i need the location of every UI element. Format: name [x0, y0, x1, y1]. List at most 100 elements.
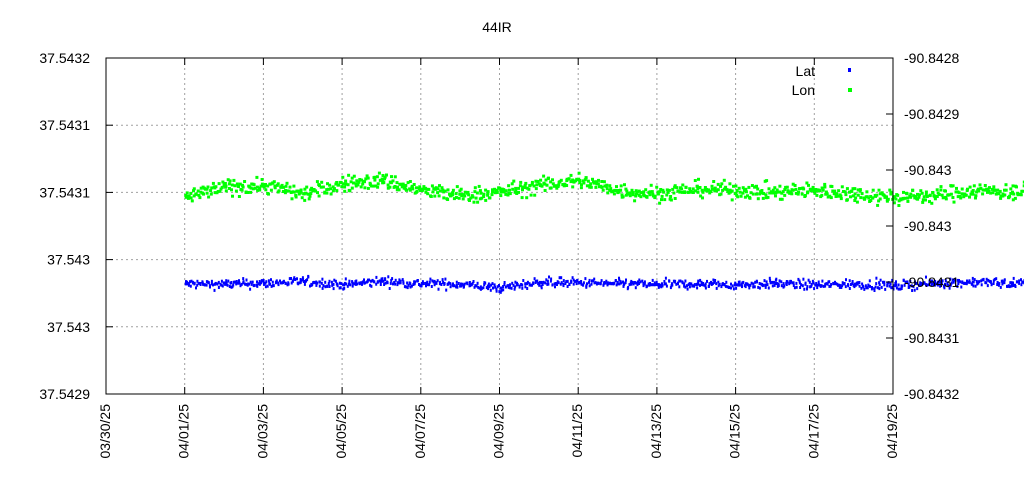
data-point-lon — [452, 197, 456, 201]
data-point-lat — [445, 288, 448, 292]
data-point-lon — [830, 185, 834, 188]
data-point-lat — [828, 280, 831, 284]
data-point-lon — [454, 192, 458, 196]
data-point-lat — [691, 284, 694, 288]
data-point-lon — [415, 190, 419, 193]
data-point-lon — [985, 187, 989, 191]
data-point-lat — [757, 285, 760, 289]
data-point-lon — [639, 191, 643, 195]
data-point-lon — [417, 187, 421, 190]
data-point-lon — [928, 200, 931, 204]
data-point-lat — [829, 284, 832, 288]
data-point-lat — [641, 279, 644, 283]
data-point-lat — [399, 279, 402, 283]
data-point-lon — [972, 184, 976, 188]
data-point-lat — [478, 286, 481, 290]
data-point-lon — [844, 193, 848, 197]
data-point-lat — [373, 280, 376, 284]
data-point-lon — [385, 173, 388, 177]
data-point-lat — [221, 284, 224, 288]
y2-tick-label: -90.8428 — [904, 50, 959, 66]
data-point-lon — [894, 197, 898, 201]
data-point-lat — [498, 284, 500, 287]
data-point-lat — [958, 279, 960, 282]
data-point-lat — [675, 282, 678, 286]
data-point-lon — [415, 186, 418, 190]
data-point-lat — [633, 281, 636, 284]
data-point-lon — [990, 187, 994, 191]
data-point-lat — [463, 282, 466, 286]
data-point-lat — [902, 278, 905, 282]
data-point-lat — [187, 282, 190, 286]
data-point-lat — [507, 285, 510, 289]
data-point-lon — [309, 188, 313, 192]
data-point-lat — [440, 283, 443, 286]
data-point-lon — [202, 192, 205, 196]
data-point-lat — [813, 287, 816, 291]
data-point-lat — [653, 281, 656, 285]
data-point-lon — [363, 186, 367, 190]
data-point-lon — [287, 189, 291, 193]
data-point-lon — [665, 188, 669, 192]
data-point-lat — [992, 282, 995, 285]
data-point-lon — [203, 187, 207, 191]
data-point-lat — [1022, 280, 1024, 284]
data-point-lat — [988, 279, 991, 283]
data-point-lat — [306, 278, 309, 282]
data-point-lon — [851, 187, 855, 191]
data-point-lat — [773, 283, 776, 287]
data-point-lon — [628, 191, 632, 195]
data-point-lon — [373, 175, 377, 179]
data-point-lat — [296, 277, 298, 281]
data-point-lat — [948, 286, 951, 290]
data-point-lon — [281, 190, 285, 193]
data-point-lon — [957, 191, 961, 195]
data-point-lat — [862, 284, 864, 288]
gridlines — [106, 58, 893, 394]
data-point-lon — [764, 196, 768, 200]
data-point-lon — [1016, 193, 1020, 197]
data-point-lon — [420, 189, 424, 192]
data-point-lat — [375, 275, 378, 279]
data-point-lon — [833, 189, 837, 193]
data-point-lon — [983, 184, 987, 187]
data-point-lat — [351, 281, 354, 285]
data-point-lat — [242, 277, 245, 281]
data-point-lat — [735, 286, 738, 290]
data-point-lat — [851, 280, 854, 283]
data-point-lat — [431, 279, 434, 283]
data-point-lat — [351, 284, 354, 288]
data-point-lon — [499, 188, 503, 192]
data-point-lat — [749, 283, 752, 287]
data-point-lat — [764, 285, 767, 289]
data-point-lon — [897, 204, 901, 207]
data-point-lat — [904, 280, 907, 284]
data-point-lon — [284, 184, 288, 188]
data-point-lat — [514, 285, 517, 289]
data-point-lon — [673, 184, 677, 188]
data-point-lon — [190, 199, 194, 203]
x-tick-label: 04/13/25 — [648, 404, 664, 459]
data-point-lon — [725, 188, 729, 192]
data-point-lon — [365, 174, 369, 178]
data-point-lon — [601, 188, 605, 192]
data-point-lon — [716, 182, 720, 186]
data-point-lat — [886, 282, 889, 286]
data-point-lat — [237, 281, 239, 285]
data-point-lat — [865, 286, 868, 290]
data-point-lat — [625, 278, 627, 282]
data-point-lat — [841, 281, 844, 285]
data-point-lon — [544, 178, 548, 182]
data-point-lon — [282, 185, 286, 189]
data-point-lat — [582, 281, 585, 285]
data-point-lat — [492, 286, 494, 290]
data-point-lat — [997, 283, 1000, 287]
data-point-lon — [306, 192, 310, 196]
data-point-lat — [607, 282, 610, 286]
data-point-lon — [771, 191, 775, 195]
data-point-lat — [879, 278, 882, 282]
data-point-lat — [699, 283, 701, 287]
data-point-lon — [906, 196, 910, 200]
data-point-lat — [302, 280, 306, 283]
data-point-lon — [815, 193, 819, 197]
